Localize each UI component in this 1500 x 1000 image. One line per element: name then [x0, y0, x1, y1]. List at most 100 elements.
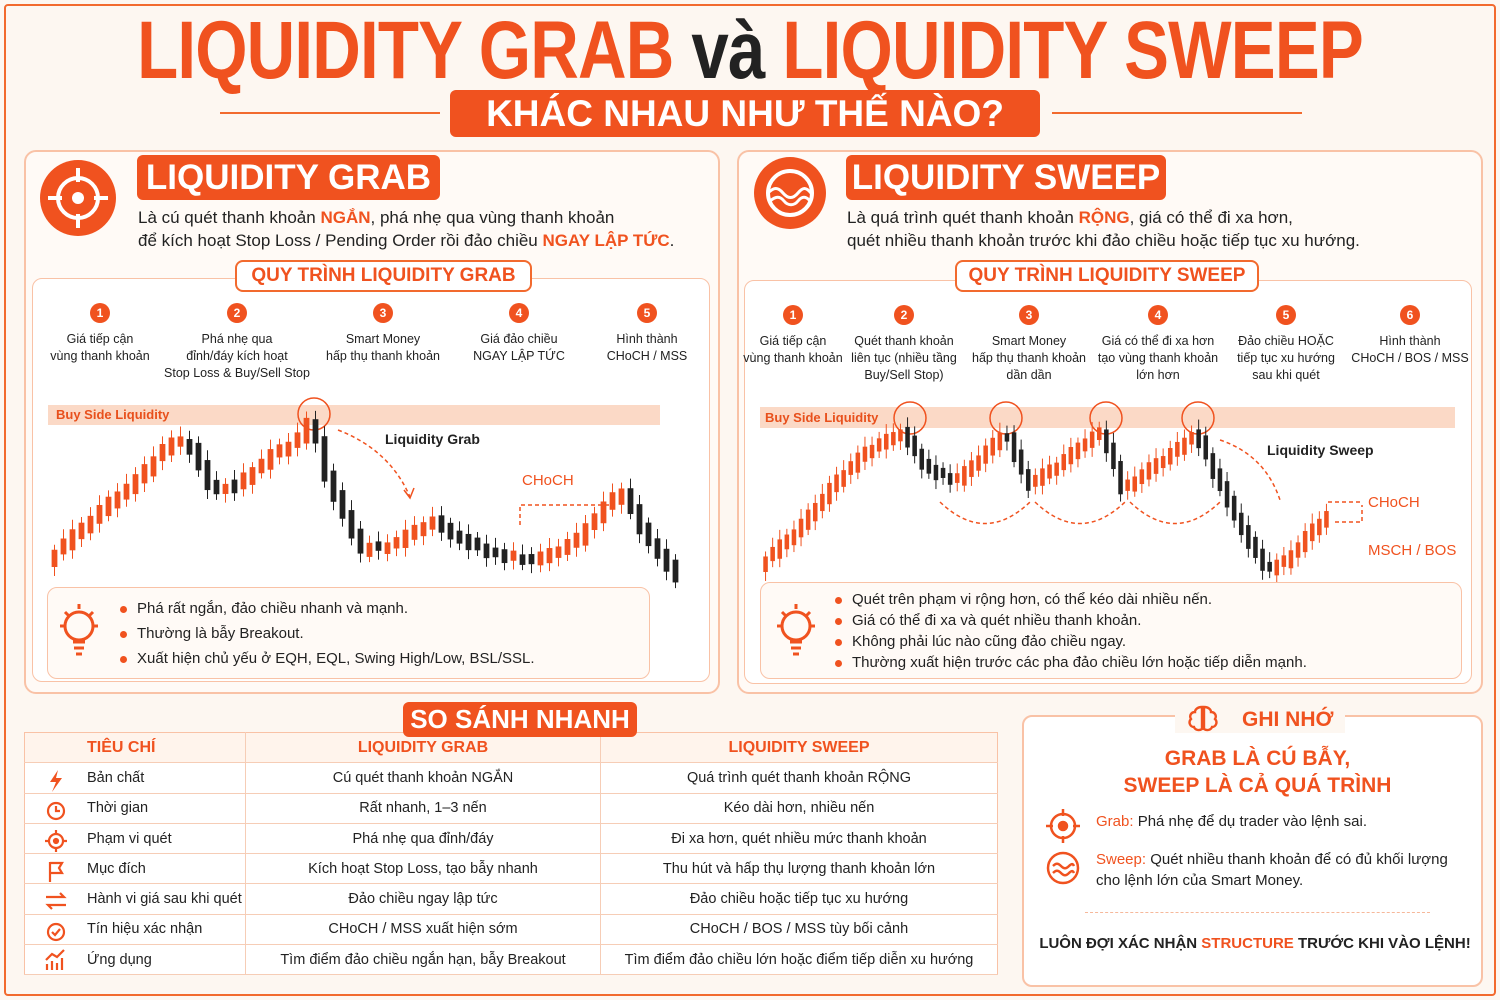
criterion: Phạm vi quét — [24, 823, 246, 855]
candle-body — [564, 539, 571, 555]
candle-body — [105, 496, 112, 517]
choch-label: CHoCH — [1368, 494, 1420, 511]
candle-body — [1260, 548, 1265, 571]
step-label: Giá có thể đi xa hơn tạo vùng thanh khoả… — [1097, 334, 1219, 382]
zone-label: Buy Side Liquidity — [56, 407, 170, 422]
candle-body — [898, 429, 903, 442]
candle-body — [375, 541, 382, 551]
candle-body — [195, 442, 202, 471]
step-number: 4 — [509, 303, 529, 323]
event-label: Liquidity Grab — [385, 431, 480, 447]
sweep-description: Là quá trình quét thanh khoản RỘNG, giá … — [847, 206, 1360, 252]
text-line: quét nhiều thanh khoản trước khi đảo chi… — [847, 229, 1360, 252]
candle-body — [60, 538, 67, 555]
step-label: Hình thành CHoCH / MSS — [606, 332, 688, 363]
criterion: Mục đích — [24, 853, 246, 885]
step-number: 5 — [1276, 305, 1296, 325]
column-header: LIQUIDITY SWEEP — [600, 732, 998, 764]
table-row: Thời gian Rất nhanh, 1–3 nến Kéo dài hơn, … — [24, 793, 998, 824]
candles — [763, 417, 1329, 584]
candle-body — [954, 473, 960, 483]
candle-body — [231, 479, 238, 494]
divider — [220, 112, 440, 114]
sweep-chart: Buy Side Liquidity Liquidity Sweep CHoCH… — [760, 401, 1456, 584]
candle-body — [1025, 469, 1031, 491]
candle-body — [438, 515, 445, 533]
candle-body — [1267, 561, 1272, 572]
candle-body — [997, 432, 1003, 451]
candle-body — [1139, 469, 1145, 485]
candle-body — [1018, 449, 1024, 475]
table-row: Phạm vi quét Phá nhẹ qua đỉnh/đáy Đi xa hơ… — [24, 823, 998, 855]
table-body: Bản chất Cú quét thanh khoản NGẮN Quá trìn… — [24, 762, 998, 976]
memo-box — [1022, 715, 1483, 987]
liquidity-zone — [760, 407, 1455, 428]
table-header: TIÊU CHÍ LIQUIDITY GRAB LIQUIDITY SWEEP — [24, 732, 998, 764]
divider — [1052, 112, 1302, 114]
candle-body — [1317, 518, 1322, 536]
candle-body — [285, 441, 292, 457]
candle-body — [777, 539, 783, 559]
step-label: Đảo chiều HOẶC tiếp tục xu hướng sau khi… — [1237, 334, 1335, 382]
grab-chart: Buy Side Liquidity Liquidity Grab CHoCH — [48, 397, 679, 589]
candle-body — [1047, 464, 1052, 479]
table-cell: Đi xa hơn, quét nhiều mức thanh khoản — [600, 823, 998, 855]
table-cell: Kéo dài hơn, nhiều nến — [600, 793, 998, 824]
headline-line: SWEEP LÀ CẢ QUÁ TRÌNH — [1123, 774, 1392, 797]
candle-body — [1011, 432, 1017, 463]
table-cell: Tìm điểm đảo chiều ngắn hạn, bẫy Breakou… — [245, 944, 601, 976]
candle-body — [447, 522, 454, 540]
candle-body — [177, 436, 184, 447]
text-segment: LUÔN ĐỢI XÁC NHẬN — [1039, 935, 1202, 952]
candle-body — [1274, 559, 1280, 576]
candle-body — [537, 551, 544, 566]
note: Xuất hiện chủ yếu ở EQH, EQL, Swing High… — [120, 646, 535, 671]
candles — [51, 410, 679, 589]
memo-item-label: Grab: — [1096, 813, 1134, 830]
candle-body — [1160, 456, 1166, 469]
step-label: Giá đảo chiều NGAY LẬP TỨC — [473, 332, 565, 363]
choch-label: CHoCH — [522, 472, 574, 489]
candle-body — [123, 483, 130, 500]
candle-body — [1118, 461, 1123, 495]
candle-body — [330, 470, 337, 502]
table-cell: CHoCH / MSS xuất hiện sớm — [245, 914, 601, 946]
candle-body — [1203, 435, 1209, 460]
candle-body — [770, 546, 775, 562]
candle-body — [267, 449, 274, 470]
candle-body — [1238, 512, 1244, 536]
memo-item: Sweep: Quét nhiều thanh khoản để có đủ k… — [1096, 849, 1466, 891]
target-icon — [40, 160, 116, 236]
text-line: Là quá trình quét thanh khoản RỘNG, giá … — [847, 206, 1360, 229]
candle-body — [402, 529, 409, 548]
memo-item-text: Phá nhẹ để dụ trader vào lệnh sai. — [1137, 813, 1368, 830]
memo-title: GHI NHỚ — [1242, 708, 1334, 731]
table-cell: Kích hoạt Stop Loss, tạo bẫy nhanh — [245, 853, 601, 885]
candle-body — [763, 556, 768, 572]
candle-body — [312, 419, 319, 444]
candle-body — [132, 474, 139, 495]
note: Giá có thể đi xa và quét nhiều thanh kho… — [835, 610, 1307, 631]
candle-body — [555, 546, 562, 558]
candle-body — [862, 446, 868, 462]
candle-body — [150, 456, 157, 477]
candle-body — [1302, 531, 1308, 553]
candle-body — [636, 504, 643, 535]
candle-body — [114, 491, 121, 509]
candle-body — [411, 524, 418, 540]
candle-body — [791, 529, 797, 546]
text-segment: , giá có thể đi xa hơn, — [1129, 208, 1293, 227]
sweep-heading: LIQUIDITY SWEEP — [846, 155, 1166, 200]
candle-body — [96, 504, 103, 524]
grab-description: Là cú quét thanh khoản NGẮN, phá nhẹ qua… — [138, 206, 674, 252]
candle-body — [141, 464, 148, 484]
grab-process-title: QUY TRÌNH LIQUIDITY GRAB — [235, 260, 532, 292]
candle-body — [609, 492, 616, 510]
candle-body — [429, 516, 436, 530]
step-number: 3 — [373, 303, 393, 323]
table-cell: CHoCH / BOS / MSS tùy bối cảnh — [600, 914, 998, 946]
event-label: Liquidity Sweep — [1267, 442, 1374, 458]
candle-body — [654, 538, 661, 559]
candle-body — [1096, 427, 1102, 441]
